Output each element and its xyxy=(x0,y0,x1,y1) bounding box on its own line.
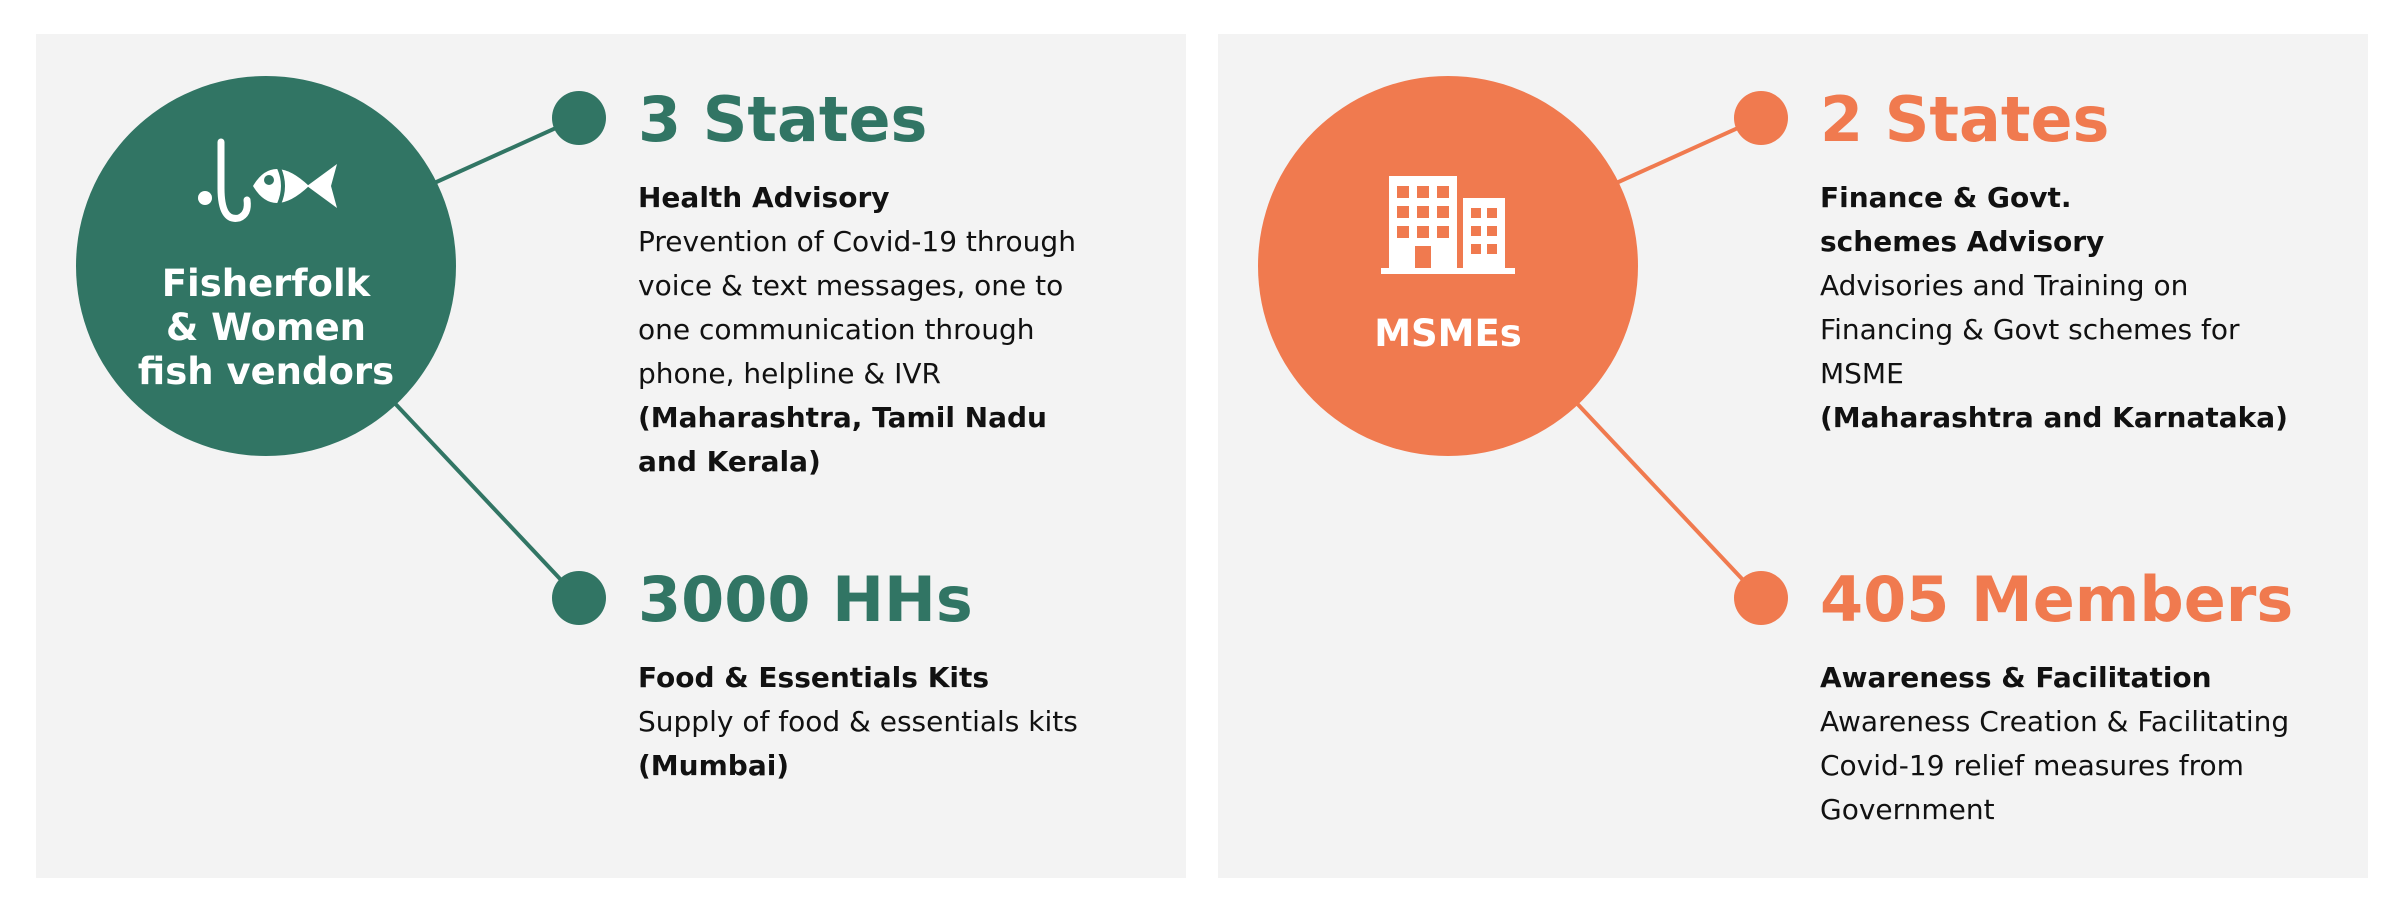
office-building-icon xyxy=(1381,176,1515,274)
msmes-panel: MSMEs 2 States Finance & Govt. schemes A… xyxy=(1218,34,2368,878)
stat-block-households: 3000 HHs Food & Essentials Kits Supply o… xyxy=(638,564,1108,788)
stat-region: (Mumbai) xyxy=(638,749,790,782)
fishing-hook-fish-icon xyxy=(198,138,337,222)
msmes-hub: MSMEs xyxy=(1258,76,1638,456)
fisherfolk-hub: Fisherfolk & Women fish vendors xyxy=(76,76,456,456)
stat-description: Prevention of Covid-19 through voice & t… xyxy=(638,225,1076,390)
stat-value: 3000 HHs xyxy=(638,563,973,636)
stat-heading: Health Advisory xyxy=(638,181,890,214)
stat-description: Supply of food & essentials kits xyxy=(638,705,1078,738)
stat-block-states: 3 States Health Advisory Prevention of C… xyxy=(638,84,1108,484)
stat-description: Advisories and Training on Financing & G… xyxy=(1820,269,2240,390)
stat-value: 405 Members xyxy=(1820,563,2294,636)
connector-dot xyxy=(552,571,606,625)
stat-block-states: 2 States Finance & Govt. schemes Advisor… xyxy=(1820,84,2290,440)
hub-title: MSMEs xyxy=(1374,312,1522,355)
stat-block-members: 405 Members Awareness & Facilitation Awa… xyxy=(1820,563,2294,832)
stat-heading: Awareness & Facilitation xyxy=(1820,661,2212,694)
stat-value: 2 States xyxy=(1820,83,2110,156)
connector-dot xyxy=(1734,571,1788,625)
stat-region: (Maharashtra and Karnataka) xyxy=(1820,401,2288,434)
stat-region: (Maharashtra, Tamil Nadu and Kerala) xyxy=(638,401,1047,478)
fisherfolk-panel: Fisherfolk & Women fish vendors 3 States… xyxy=(36,34,1186,878)
stat-value: 3 States xyxy=(638,83,928,156)
connector-dot xyxy=(552,91,606,145)
stat-description: Awareness Creation & Facilitating Covid-… xyxy=(1820,705,2290,826)
stat-heading: Food & Essentials Kits xyxy=(638,661,990,694)
hub-title: Fisherfolk & Women fish vendors xyxy=(137,262,395,393)
connector-dot xyxy=(1734,91,1788,145)
stat-heading: Finance & Govt. schemes Advisory xyxy=(1820,181,2105,258)
